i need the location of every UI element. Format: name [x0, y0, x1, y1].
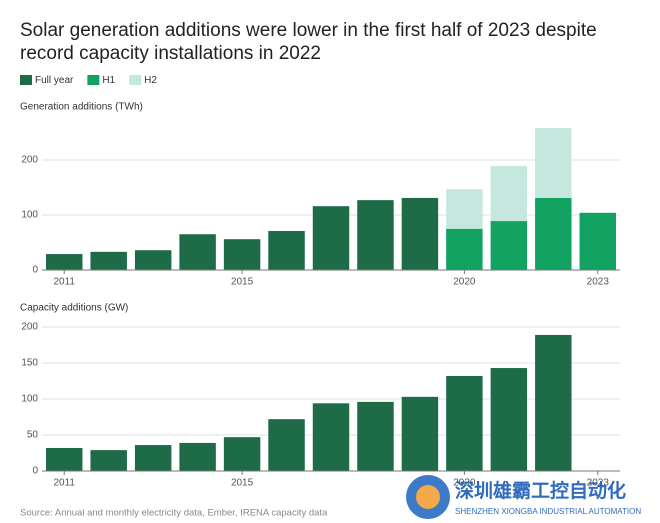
bar: [179, 234, 216, 270]
y-axis-title: Capacity additions (GW): [20, 303, 128, 314]
y-tick-label: 100: [21, 394, 38, 405]
y-axis-title: Generation additions (TWh): [20, 102, 143, 113]
bar: [535, 128, 572, 198]
bar: [446, 228, 483, 270]
bar: [312, 206, 350, 270]
chart-title: Solar generation additions were lower in…: [20, 20, 597, 64]
x-tick-label: 2011: [53, 277, 75, 288]
bar: [134, 250, 172, 270]
bar: [535, 334, 572, 471]
y-tick-label: 0: [32, 466, 38, 477]
bar: [446, 375, 483, 471]
title-line: Solar generation additions were lower in…: [20, 20, 597, 41]
y-tick-label: 200: [21, 322, 38, 333]
bar: [535, 197, 572, 270]
bar: [401, 396, 439, 471]
bar: [357, 200, 394, 270]
y-tick-label: 150: [21, 358, 38, 369]
bar: [490, 166, 528, 222]
bar: [312, 403, 350, 471]
watermark: 深圳雄霸工控自动化 SHENZHEN XIONGBA INDUSTRIAL AUT…: [406, 475, 641, 519]
y-tick-label: 200: [21, 155, 38, 166]
y-tick-label: 0: [32, 265, 38, 276]
bar: [268, 419, 305, 471]
x-tick-label: 2020: [453, 277, 476, 288]
x-tick-label: 2023: [587, 478, 610, 489]
source: Source: Annual and monthly electricity d…: [20, 508, 328, 519]
bar: [401, 197, 439, 270]
legend-label: H2: [144, 75, 157, 86]
watermark-subtitle: SHENZHEN XIONGBA INDUSTRIAL AUTOMATION: [455, 507, 641, 516]
bar: [46, 254, 83, 270]
bar: [357, 401, 394, 471]
bar: [90, 251, 127, 270]
x-tick-label: 2015: [231, 478, 254, 489]
bar: [490, 368, 528, 471]
bar: [90, 450, 127, 471]
bar: [46, 447, 83, 471]
bar: [490, 221, 528, 270]
title-line: record capacity installations in 2022: [20, 43, 321, 64]
y-tick-label: 100: [21, 210, 38, 221]
legend-swatch: [129, 75, 142, 85]
bar: [223, 437, 261, 471]
bar: [223, 239, 261, 270]
legend-swatch: [20, 75, 32, 85]
legend-swatch: [87, 75, 100, 85]
y-tick-label: 50: [27, 430, 39, 441]
x-tick-label: 2020: [453, 478, 476, 489]
legend-label: H1: [102, 75, 115, 86]
bar: [446, 189, 483, 229]
watermark-name: 深圳雄霸工控自动化: [455, 479, 626, 502]
bar: [179, 442, 216, 471]
watermark-logo-inner: [416, 485, 440, 509]
bar: [134, 445, 172, 471]
x-tick-label: 2011: [53, 478, 75, 489]
bar: [268, 230, 305, 270]
legend-label: Full year: [35, 75, 74, 86]
x-tick-label: 2023: [587, 277, 610, 288]
bar: [579, 212, 616, 270]
x-tick-label: 2015: [231, 277, 254, 288]
